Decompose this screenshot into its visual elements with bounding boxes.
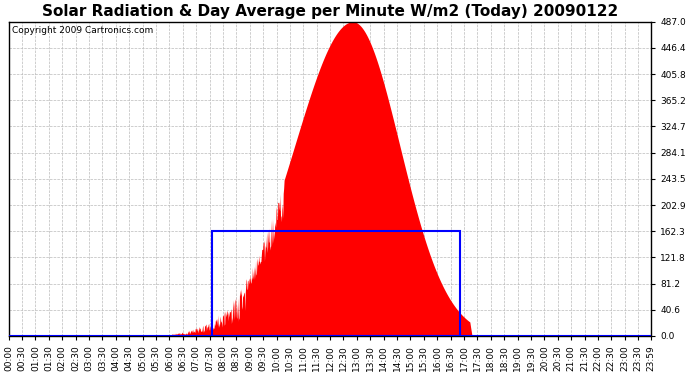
Title: Solar Radiation & Day Average per Minute W/m2 (Today) 20090122: Solar Radiation & Day Average per Minute… (41, 4, 618, 19)
Bar (213, 231, 460, 336)
Text: Copyright 2009 Cartronics.com: Copyright 2009 Cartronics.com (12, 26, 153, 35)
